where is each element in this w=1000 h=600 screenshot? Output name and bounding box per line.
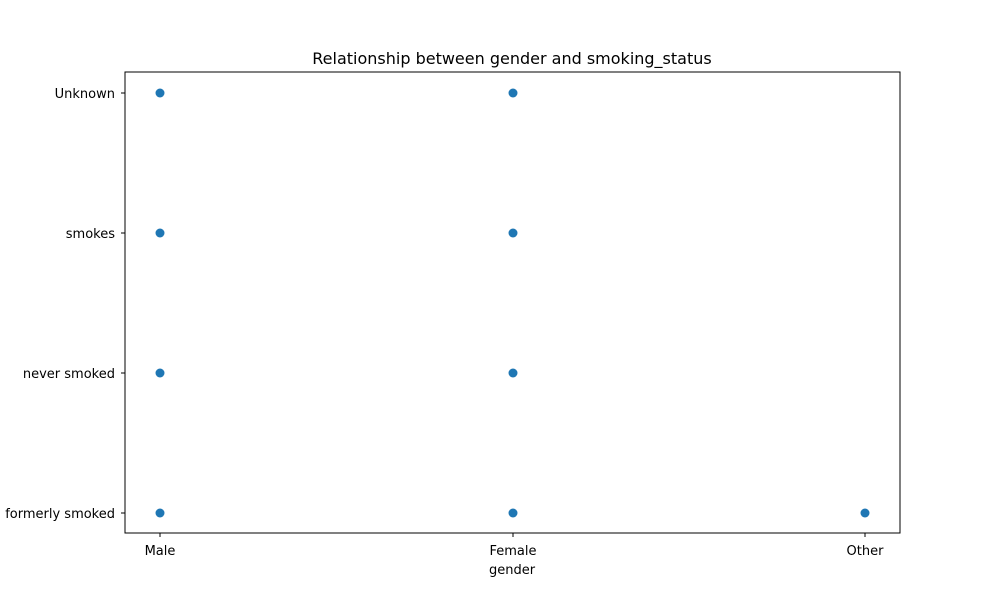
y-tick-label: smokes [66, 227, 115, 242]
data-point [508, 368, 518, 378]
data-point [508, 228, 518, 238]
x-tick-label: Other [847, 544, 885, 559]
data-points [155, 88, 870, 518]
x-axis-label: gender [489, 563, 536, 578]
chart-title: Relationship between gender and smoking_… [312, 49, 711, 69]
data-point [860, 508, 870, 518]
data-point [155, 88, 165, 98]
y-tick-label: never smoked [23, 367, 115, 382]
data-point [508, 88, 518, 98]
data-point [155, 228, 165, 238]
y-tick-label: formerly smoked [5, 507, 115, 522]
data-point [155, 508, 165, 518]
data-point [155, 368, 165, 378]
x-tick-label: Male [145, 544, 176, 559]
y-tick-label: Unknown [55, 87, 115, 102]
y-axis: formerly smoked never smoked smokes Unknown [5, 87, 125, 522]
x-axis: Male Female Other [145, 533, 885, 559]
data-point [508, 508, 518, 518]
plot-area-frame [124, 71, 901, 534]
x-tick-label: Female [489, 544, 536, 559]
